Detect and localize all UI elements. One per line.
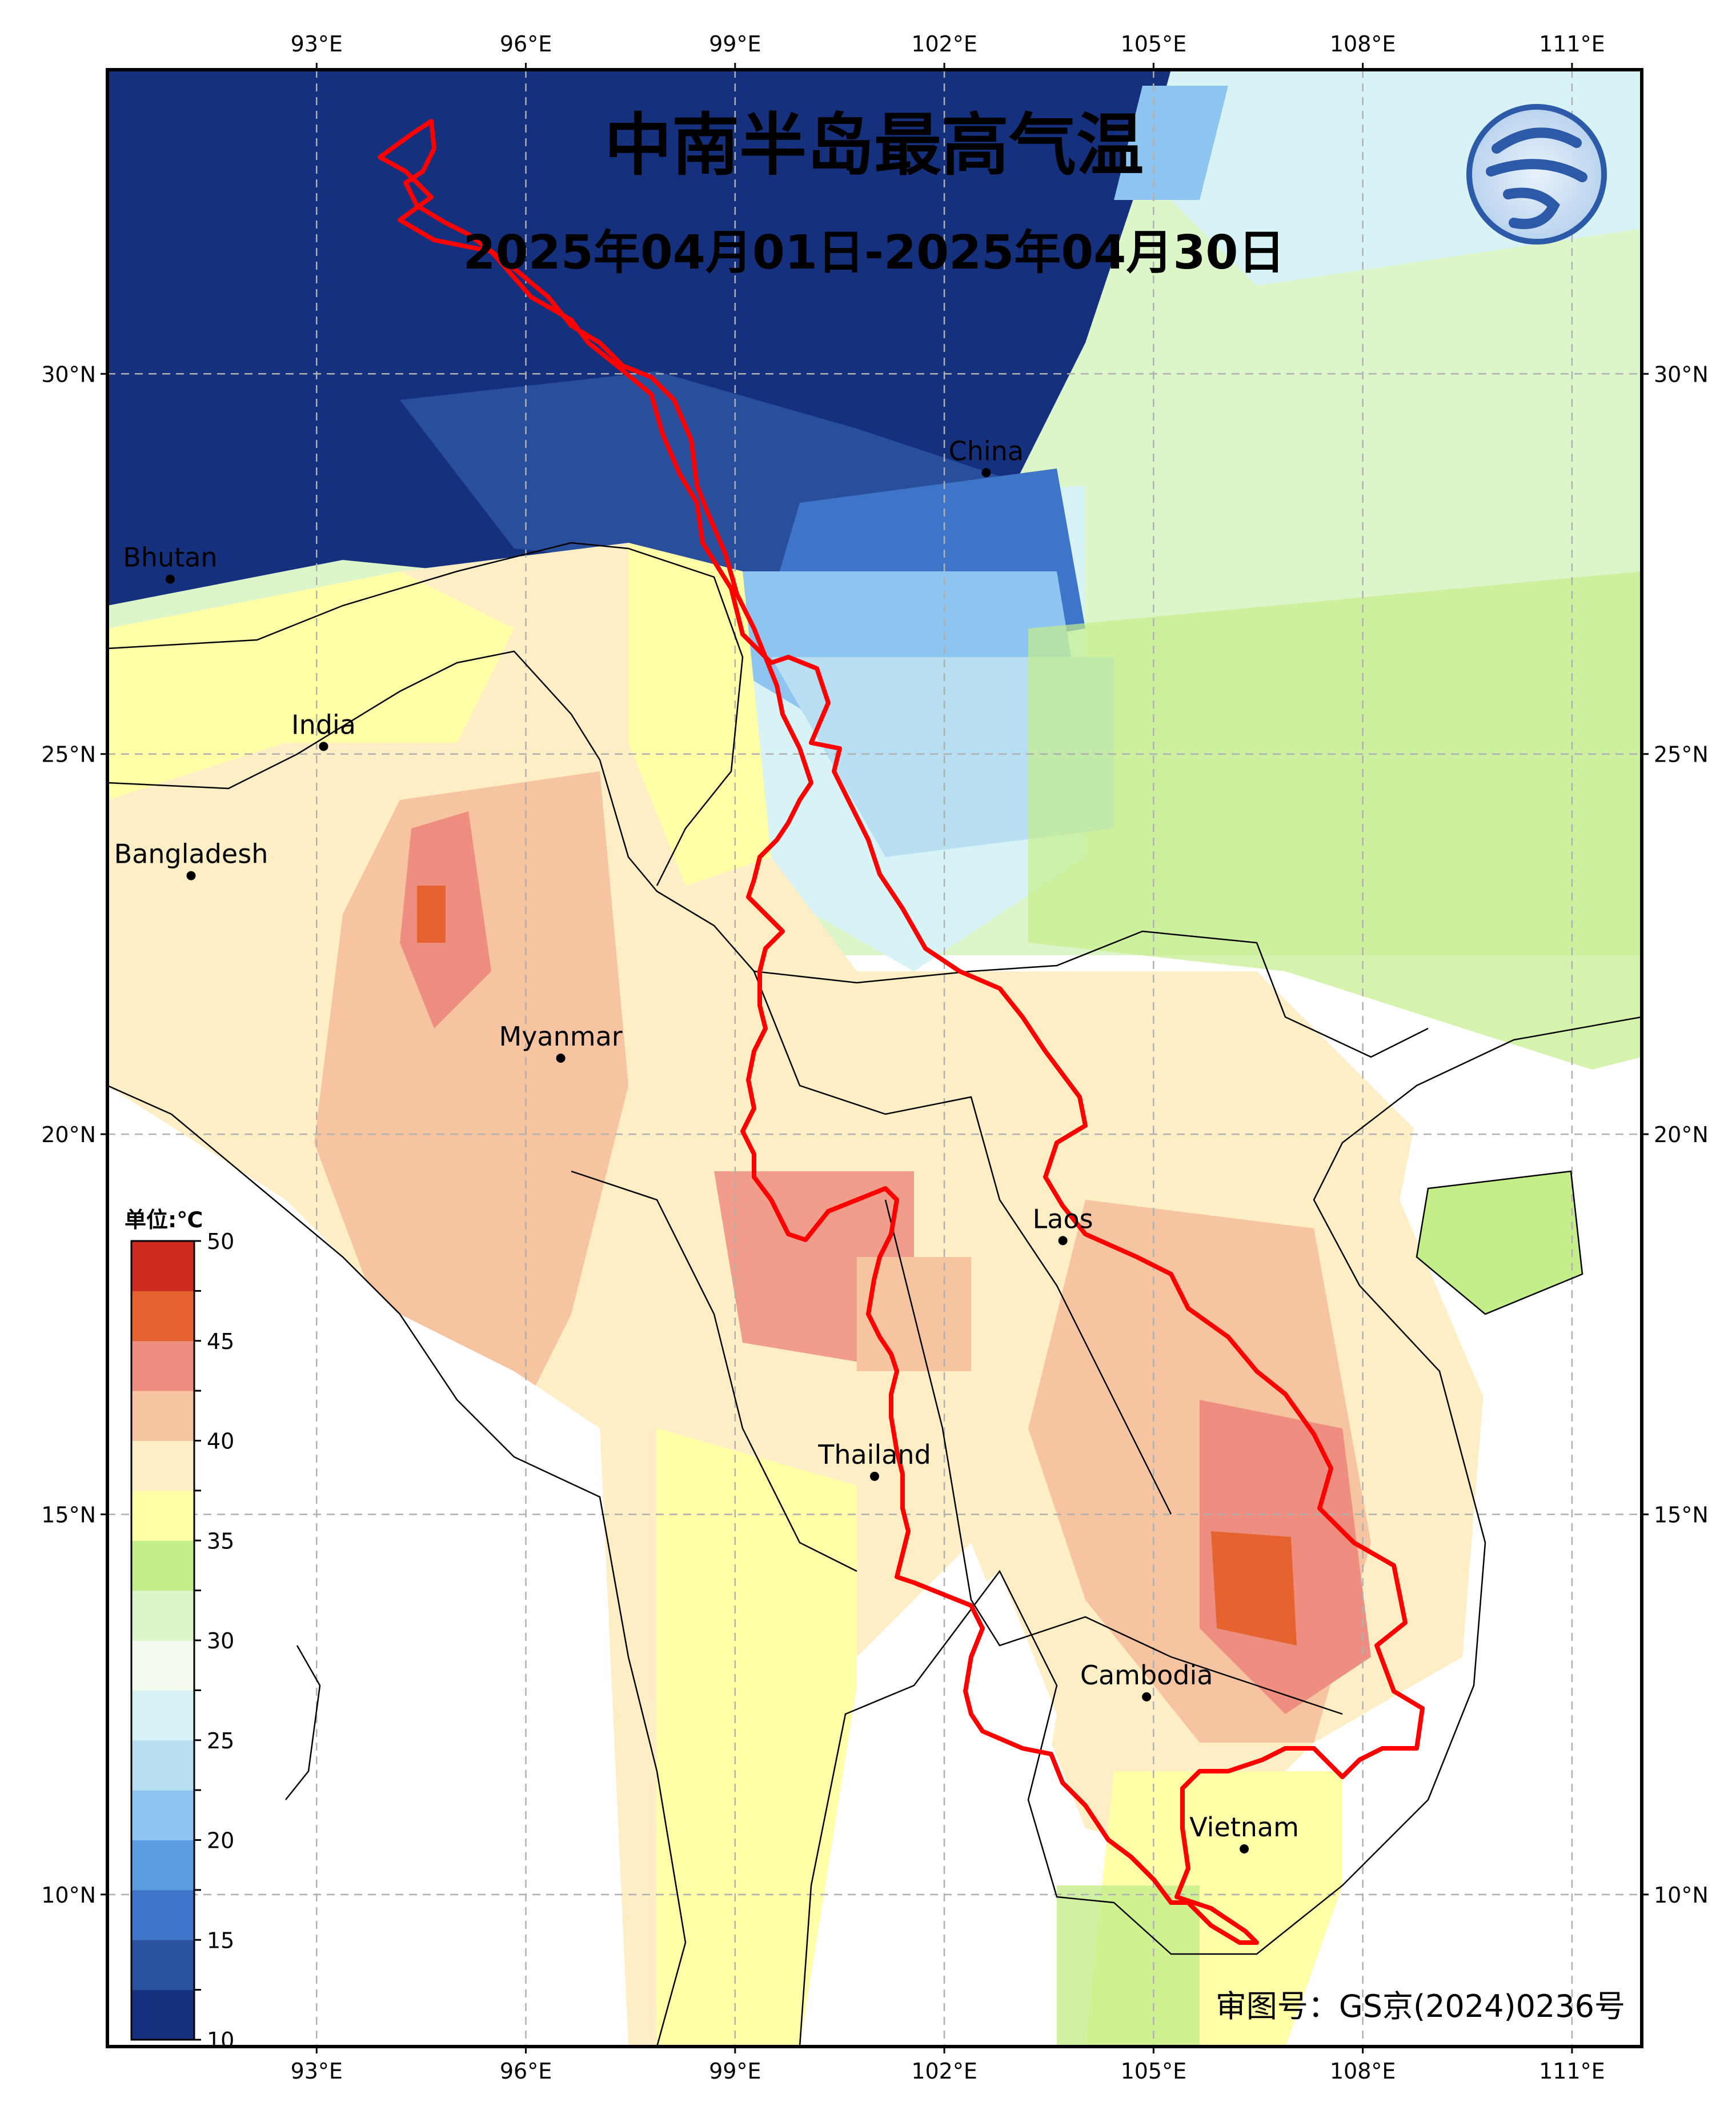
colorbar-segment [131,1889,194,1940]
colorbar-tick-label: 20 [207,1828,234,1853]
colorbar-segment [131,1740,194,1791]
colorbar-segment [131,1540,194,1591]
y-tick-label-left: 30°N [41,362,96,387]
place-label: India [291,709,356,740]
x-tick-label-bottom: 108°E [1330,2059,1396,2084]
colorbar-segment [131,1989,194,2040]
colorbar-tick-label: 45 [207,1329,234,1354]
colorbar-tick-label: 30 [207,1628,234,1653]
colorbar-tick-label: 35 [207,1528,234,1554]
colorbar-tick-label: 50 [207,1229,234,1254]
colorbar-segment [131,1241,194,1291]
place-label: Vietnam [1189,1812,1299,1843]
x-tick-label-top: 99°E [709,31,761,57]
place-label: Laos [1033,1203,1093,1234]
y-tick-label-right: 25°N [1654,742,1709,767]
place-label: Cambodia [1080,1660,1213,1691]
gridlines [107,70,1642,2047]
x-tick-label-top: 102°E [911,31,977,57]
place-label: Thailand [817,1439,931,1470]
place-label: Bhutan [123,542,217,573]
colorbar-unit-label: 单位:℃ [125,1207,203,1232]
map-border [106,68,1643,2048]
colorbar-segment [131,1590,194,1641]
x-tick-label-bottom: 105°E [1121,2059,1187,2084]
colorbar-segment [131,1340,194,1391]
colorbar-segment [131,1940,194,1991]
x-tick-label-top: 105°E [1121,31,1187,57]
place-dot [319,742,328,751]
place-dot [1240,1844,1249,1853]
y-tick-label-right: 20°N [1654,1122,1709,1147]
colorbar-tick-label: 15 [207,1928,234,1953]
place-dot [186,871,196,880]
place-dot [870,1471,879,1481]
place-label: Bangladesh [114,839,268,870]
place-dot [165,574,175,584]
place-label: China [949,435,1024,466]
place-dot [981,468,991,478]
y-tick-label-left: 15°N [41,1502,96,1527]
colorbar-segment [131,1490,194,1541]
x-tick-label-top: 108°E [1330,31,1396,57]
approval-number: 审图号：GS京(2024)0236号 [1216,1988,1625,2024]
colorbar: 单位:℃ 10 15 20 25 30 35 40 45 50 [125,1207,234,2053]
axis-ticks: 93°E 93°E 96°E 96°E 99°E 99°E 102°E 102°E 105°E 1… [41,31,1709,2084]
x-tick-label-top: 93°E [291,31,343,57]
country-borders [107,542,1429,1715]
x-tick-label-bottom: 111°E [1539,2059,1605,2084]
colorbar-segment [131,1790,194,1840]
dragon-emblem-logo [1466,104,1607,245]
y-tick-label-left: 10°N [41,1883,96,1908]
place-label: Myanmar [499,1021,623,1052]
map-title: 中南半岛最高气温 [604,106,1144,185]
colorbar-segment [131,1440,194,1491]
temperature-field [107,70,1642,2047]
x-tick-label-bottom: 93°E [291,2059,343,2084]
colorbar-segment [131,1840,194,1891]
colorbar-segment [131,1391,194,1441]
colorbar-tick-label: 25 [207,1728,234,1753]
place-labels: China Bhutan India Bangladesh Myanmar Laos Tha… [114,435,1299,1853]
place-dot [1058,1236,1068,1246]
x-tick-label-top: 96°E [500,31,552,57]
x-tick-label-top: 111°E [1539,31,1605,57]
colorbar-tick-label: 40 [207,1429,234,1454]
x-tick-label-bottom: 99°E [709,2059,761,2084]
x-tick-label-bottom: 96°E [500,2059,552,2084]
y-tick-label-right: 30°N [1654,362,1709,387]
y-tick-label-left: 20°N [41,1122,96,1147]
coastlines [107,1016,1642,2047]
y-tick-label-left: 25°N [41,742,96,767]
colorbar-segment [131,1291,194,1342]
colorbar-tick-label: 10 [207,2028,234,2053]
colorbar-segment [131,1690,194,1741]
colorbar-segment [131,1640,194,1691]
place-dot [556,1054,566,1063]
y-tick-label-right: 15°N [1654,1502,1709,1527]
x-tick-label-bottom: 102°E [911,2059,977,2084]
place-dot [1142,1692,1152,1701]
mekong-basin-outline [378,119,1425,1945]
heat-field [107,70,1642,2047]
y-tick-label-right: 10°N [1654,1883,1709,1908]
map-subtitle: 2025年04月01日-2025年04月30日 [463,226,1285,280]
